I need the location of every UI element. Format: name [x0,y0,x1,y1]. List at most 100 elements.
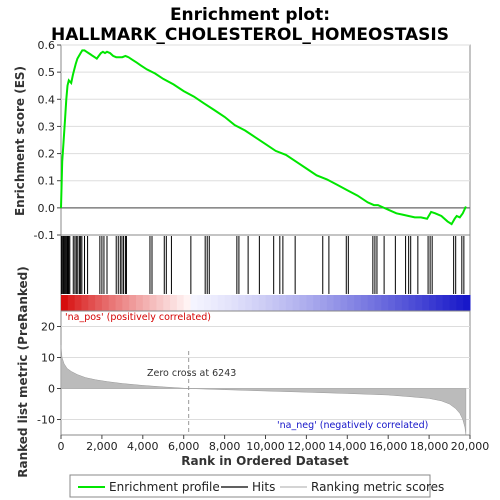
x-tick-label: 8,000 [209,440,241,453]
rank-bar-segment [204,295,212,311]
rank-bar-segment [374,295,382,311]
rank-bar-segment [251,295,260,311]
chart-title-line2: HALLMARK_CHOLESTEROL_HOMEOSTASIS [51,25,449,45]
rank-bar-segment [285,295,294,311]
x-tick-label: 16,000 [369,440,408,453]
rank-bar-segment [313,295,321,311]
x-tick-label: 18,000 [410,440,449,453]
rank-bar-segment [408,295,416,311]
metric-tick-label: 20 [41,321,55,334]
zero-cross-label: Zero cross at 6243 [147,368,236,379]
rank-bar-segment [422,295,430,311]
x-tick-label: 0 [58,440,65,453]
positive-correlation-label: 'na_pos' (positively correlated) [65,312,211,323]
metric-panel-frame [60,310,471,436]
rank-bar-segment [170,295,178,311]
x-tick-label: 12,000 [287,440,326,453]
es-tick-label: -0.1 [34,229,55,242]
chart-title-line1: Enrichment plot: [170,5,330,25]
x-tick-label: 6,000 [168,440,200,453]
rank-bar-segment [95,295,103,311]
legend-hits-label: Hits [252,480,275,494]
negative-correlation-label: 'na_neg' (negatively correlated) [277,420,428,431]
metric-y-axis-label: Ranked list metric (PreRanked) [16,266,30,478]
rank-bar-segment [258,295,266,311]
rank-bar-segment [238,295,246,311]
legend-enrichment-label: Enrichment profile [109,480,220,494]
metric-tick-label: 10 [41,352,55,365]
rank-bar-segment [115,295,123,311]
rank-bar-segment [401,295,410,311]
ranking-color-bar [61,295,471,311]
rank-bar-segment [88,295,96,311]
rank-bar-segment [326,295,335,311]
rank-bar-segment [449,295,457,311]
x-tick-label: 14,000 [328,440,367,453]
x-tick-label: 10,000 [246,440,285,453]
rank-bar-segment [333,295,341,311]
rank-bar-segment [320,295,328,311]
rank-bar-segment [272,295,280,311]
rank-bar-segment [435,295,444,311]
legend-metric-label: Ranking metric scores [311,480,444,494]
rank-bar-segment [210,295,219,311]
rank-bar-segment [67,295,76,311]
rank-bar-segment [142,295,151,311]
es-tick-label: 0.1 [38,175,56,188]
es-y-axis-label: Enrichment score (ES) [13,66,27,216]
rank-bar-segment [429,295,437,311]
rank-bar-segment [197,295,205,311]
rank-bar-segment [279,295,287,311]
rank-bar-segment [122,295,130,311]
rank-bar-segment [129,295,137,311]
rank-bar-segment [360,295,369,311]
es-tick-label: 0.2 [38,148,56,161]
enrichment-profile-line [60,49,467,226]
rank-bar-segment [74,295,82,311]
rank-bar-segment [347,295,355,311]
es-tick-label: 0.5 [38,66,56,79]
rank-bar-segment [340,295,348,311]
rank-bar-segment [156,295,164,311]
es-panel-frame [60,44,471,236]
rank-bar-segment [442,295,451,311]
rank-bar-segment [176,295,185,311]
ranking-metric-area [60,345,467,436]
rank-bar-segment [61,295,69,311]
rank-bar-segment [163,295,171,311]
rank-bar-segment [245,295,253,311]
x-axis-label: Rank in Ordered Dataset [181,454,349,468]
rank-bar-segment [135,295,144,311]
metric-y-ticks: 20 10 0 -10 [37,321,61,427]
rank-bar-segment [190,295,198,311]
x-tick-label: 2,000 [86,440,118,453]
x-tick-label: 20,000 [451,440,490,453]
rank-bar-segment [292,295,301,311]
es-tick-label: 0.4 [38,93,56,106]
rank-bar-segment [217,295,226,311]
rank-bar-segment [183,295,192,311]
rank-bar-segment [381,295,389,311]
rank-bar-segment [388,295,396,311]
metric-tick-label: 0 [48,383,55,396]
rank-bar-segment [81,295,89,311]
es-gridlines [61,44,470,236]
rank-bar-segment [456,295,464,311]
rank-bar-segment [299,295,307,311]
hits-markers [60,236,465,294]
es-tick-label: 0.3 [38,120,56,133]
x-tick-label: 4,000 [127,440,159,453]
rank-bar-segment [224,295,232,311]
rank-bar-segment [101,295,110,311]
x-axis-ticks: 0 2,000 4,000 6,000 8,000 10,000 12,000 14,000 1… [58,435,490,453]
rank-bar-segment [415,295,423,311]
rank-bar-segment [231,295,239,311]
rank-bar-segment [265,295,273,311]
metric-tick-label: -10 [37,414,55,427]
es-tick-label: 0.6 [38,39,56,52]
legend-box [69,474,431,498]
es-y-ticks: -0.1 0.0 0.1 0.2 0.3 0.4 0.5 0.6 [34,39,61,242]
rank-bar-segment [108,295,117,311]
rank-bar-segment [463,295,471,311]
